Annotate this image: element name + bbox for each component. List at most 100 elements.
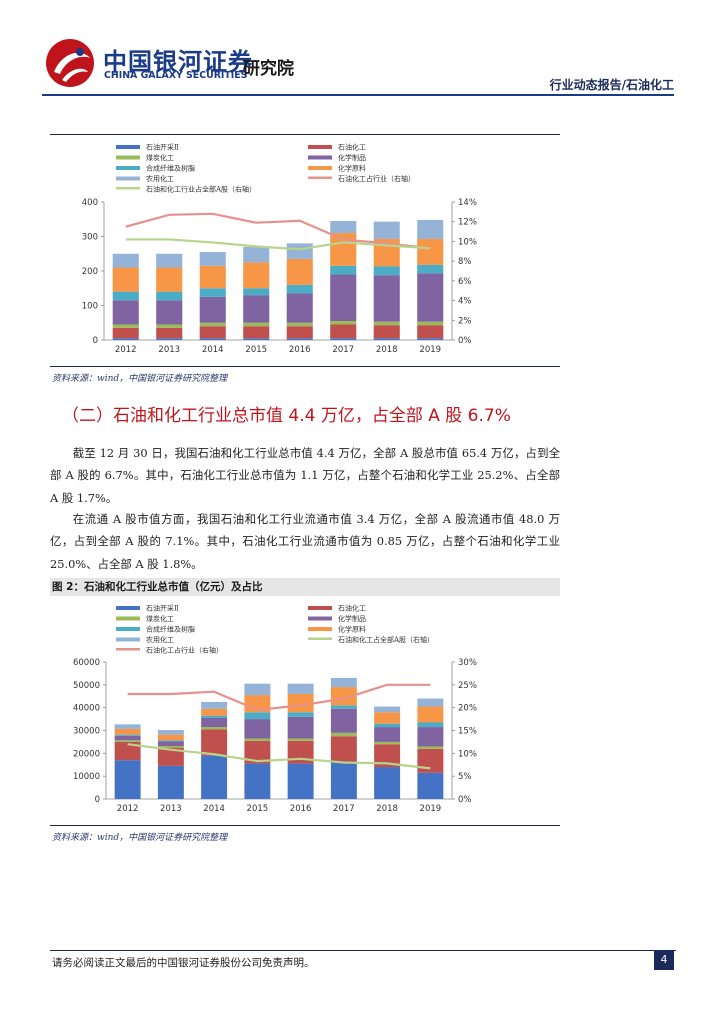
bar-segment <box>373 338 400 340</box>
bar-segment <box>330 677 357 688</box>
y-tick-label: 50000 <box>73 681 100 691</box>
legend-label: 农用化工 <box>146 174 174 183</box>
bar-segment <box>156 253 183 268</box>
y-tick-label: 60000 <box>73 658 100 668</box>
y2-tick-label: 25% <box>458 681 477 691</box>
y-tick-label: 400 <box>82 198 98 208</box>
legend-label: 合成纤维及树脂 <box>146 625 195 634</box>
bar-segment <box>374 741 401 745</box>
bar-segment <box>114 760 141 799</box>
bar-segment <box>244 738 271 741</box>
bar-segment <box>330 321 357 325</box>
bar-segment <box>156 327 183 339</box>
y2-tick-label: 5% <box>458 772 472 782</box>
company-name-en: CHINA GALAXY SECURITIES <box>104 70 248 81</box>
y2-tick-label: 15% <box>458 727 477 737</box>
bar-segment <box>417 321 444 326</box>
bar-segment <box>287 712 314 717</box>
bar-segment <box>417 746 444 749</box>
bar-segment <box>112 327 139 339</box>
legend-swatch <box>116 648 140 651</box>
y2-tick-label: 20% <box>458 704 477 714</box>
bar-segment <box>417 748 444 773</box>
bar-segment <box>287 693 314 713</box>
x-tick-label: 2017 <box>333 804 355 814</box>
x-tick-label: 2015 <box>245 345 267 355</box>
y2-tick-label: 12% <box>458 218 477 228</box>
bar-segment <box>199 326 226 339</box>
legend-swatch <box>116 155 140 160</box>
bar-segment <box>201 717 228 728</box>
bar-segment <box>330 708 357 733</box>
legend-swatch <box>116 166 140 170</box>
bar-segment <box>286 326 313 339</box>
bar-segment <box>156 291 183 301</box>
legend-label: 石油和化工行业占全部A股（右轴） <box>146 185 256 194</box>
bar-segment <box>112 300 139 325</box>
legend-swatch <box>308 155 332 160</box>
bar-segment <box>417 325 444 339</box>
figure1-top-rule <box>50 134 560 135</box>
legend-swatch <box>116 187 140 190</box>
y-tick-label: 300 <box>82 233 98 243</box>
bar-segment <box>157 730 184 735</box>
series-line <box>125 238 431 251</box>
bar-segment <box>417 772 444 799</box>
bar-segment <box>287 716 314 739</box>
bar-segment <box>157 741 184 747</box>
bar-segment <box>330 324 357 339</box>
x-tick-label: 2019 <box>419 345 441 355</box>
y2-tick-label: 0% <box>458 795 472 805</box>
bar-segment <box>112 291 139 301</box>
bar-segment <box>417 238 444 265</box>
legend-swatch <box>308 176 332 179</box>
bar-segment <box>112 324 139 328</box>
legend-label: 石油开采Ⅱ <box>146 143 179 152</box>
bar-segment <box>374 712 401 724</box>
legend-swatch <box>116 616 140 621</box>
bar-segment <box>157 734 184 741</box>
bar-segment <box>373 325 400 339</box>
bar-segment <box>287 683 314 694</box>
legend-swatch <box>308 616 332 621</box>
bar-segment <box>243 262 270 289</box>
figure2-source: 资料来源：wind，中国银河证券研究院整理 <box>52 833 228 843</box>
bar-segment <box>330 736 357 763</box>
bar-segment <box>287 740 314 764</box>
legend-label: 化学原料 <box>338 164 366 173</box>
bar-segment <box>244 740 271 764</box>
bar-segment <box>287 763 314 799</box>
y-tick-label: 20000 <box>73 749 100 759</box>
section-title: （二）石油和化工行业总市值 4.4 万亿，占全部 A 股 6.7% <box>62 406 511 426</box>
legend-label: 石油化工 <box>338 604 366 613</box>
bar-segment <box>330 338 357 340</box>
x-tick-label: 2013 <box>158 345 180 355</box>
bar-segment <box>114 740 141 742</box>
bar-segment <box>199 288 226 297</box>
legend-swatch <box>116 176 140 181</box>
bar-segment <box>417 727 444 747</box>
legend-label: 化学制品 <box>338 153 366 162</box>
y-tick-label: 40000 <box>73 704 100 714</box>
legend-label: 合成纤维及树脂 <box>146 164 195 173</box>
bar-segment <box>374 727 401 742</box>
bar-segment <box>286 284 313 294</box>
y2-tick-label: 6% <box>458 277 472 287</box>
bar-segment <box>374 744 401 768</box>
legend-swatch <box>116 145 140 149</box>
legend-swatch <box>308 166 332 170</box>
legend-label: 石油和化工占全部A股（右轴） <box>338 635 434 644</box>
bar-segment <box>243 295 270 323</box>
bar-segment <box>201 727 228 730</box>
bar-segment <box>112 338 139 340</box>
legend-swatch <box>116 606 140 610</box>
x-tick-label: 2013 <box>160 804 182 814</box>
bar-segment <box>417 273 444 322</box>
x-tick-label: 2016 <box>289 345 311 355</box>
figure2-title-text: 图 2：石油和化工行业总市值（亿元）及占比 <box>52 581 263 593</box>
paragraph-1: 截至 12 月 30 日，我国石油和化工行业总市值 4.4 万亿，全部 A 股总… <box>50 442 560 509</box>
y2-tick-label: 2% <box>458 316 472 326</box>
bar-segment <box>201 715 228 718</box>
